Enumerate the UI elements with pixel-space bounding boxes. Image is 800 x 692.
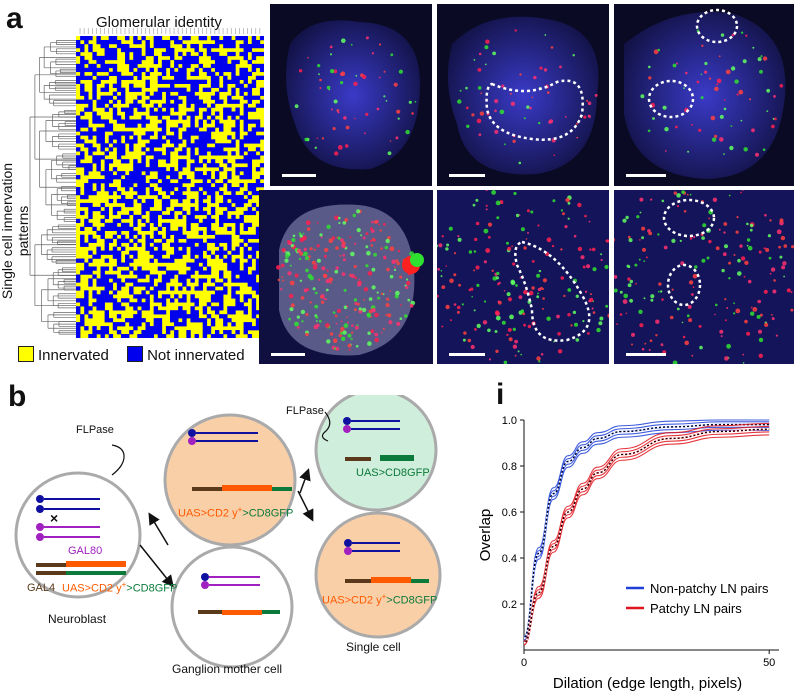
microscopy-image-3	[614, 4, 794, 186]
intermediate-cell	[163, 413, 297, 547]
outline-region	[514, 240, 591, 342]
microscopy-image-1	[270, 4, 432, 186]
y-tick-label: 0.2	[502, 599, 517, 611]
heatmap-y-title: Single cell innervation patterns	[0, 162, 31, 300]
innervation-heatmap	[76, 36, 264, 338]
green-single-cell	[314, 395, 438, 512]
x-tick-label: 0	[521, 657, 527, 669]
series-1-replicate-line	[523, 422, 770, 642]
y-axis-label: Overlap	[477, 509, 494, 562]
neuroblast-constructs	[36, 495, 126, 575]
heatmap-column-labels	[79, 28, 261, 34]
outline-region	[666, 263, 702, 307]
outline-region	[662, 198, 716, 238]
x-mark: ×	[50, 510, 59, 526]
y-tick-label: 0.8	[502, 461, 517, 473]
single-cell	[314, 511, 442, 639]
axes	[523, 420, 779, 651]
scale-bar	[449, 174, 485, 177]
series-1-mean-dash	[523, 428, 770, 644]
y-tick-label: 0.6	[502, 507, 517, 519]
y-tick-label: 1.0	[502, 415, 517, 427]
ganglion-mother-cell	[170, 545, 294, 669]
flpase-left-label: FLPase	[76, 424, 114, 436]
microscopy-image-2	[437, 4, 609, 186]
gmc-caption: Ganglion mother cell	[172, 662, 283, 676]
x-tick-label: 50	[763, 657, 775, 669]
gal80-label: GAL80	[68, 545, 103, 557]
series-0-mean-dash	[523, 424, 770, 639]
x-axis-label: Dilation (edge length, pixels)	[553, 675, 742, 692]
legend-innervated-swatch	[18, 346, 34, 362]
green-cell-label: UAS>CD8GFP	[356, 467, 430, 479]
intermediate-uas-label: UAS>CD2 y+>CD8GFP	[178, 505, 294, 520]
single-cell-constructs	[344, 539, 429, 583]
panel-a-label: a	[6, 2, 23, 35]
neuroblast-uas-label: UAS>CD2 y+>CD8GFP	[62, 580, 178, 595]
legend-label-0: Non-patchy LN pairs	[650, 581, 769, 596]
scale-bar	[282, 174, 316, 177]
microscopy-image-4	[259, 190, 433, 364]
panel-b-label: b	[8, 380, 27, 413]
scale-bar	[449, 353, 485, 356]
series-1-mean-line	[523, 428, 770, 644]
legend-innervated: Innervated	[18, 346, 109, 364]
legend-not-innervated: Not innervated	[127, 346, 245, 364]
outline-region	[647, 79, 695, 119]
microscopy-image-6	[614, 190, 794, 364]
series-0-mean-line	[523, 423, 770, 640]
gmc-constructs	[198, 573, 280, 615]
flpase-top-label: FLPase	[286, 405, 324, 417]
scale-bar	[271, 353, 305, 356]
single-cell-caption: Single cell	[346, 640, 401, 654]
dendrogram	[29, 40, 76, 335]
lineage-diagram	[14, 395, 442, 669]
scale-bar	[626, 353, 666, 356]
green-cell-constructs	[343, 417, 414, 461]
overlap-chart: 0.2 0.4 0.6 0.8 1.0 0 50 Overlap Dilation (edge …	[477, 415, 779, 692]
y-tick-label: 0.4	[502, 553, 517, 565]
neuroblast-caption: Neuroblast	[48, 612, 107, 626]
gal4-label: GAL4	[27, 582, 56, 594]
heatmap-legend: Innervated Not innervated	[18, 346, 245, 364]
legend-not-innervated-swatch	[127, 346, 144, 362]
neuroblast-cell	[14, 471, 142, 599]
outline-region	[485, 79, 584, 141]
intermediate-constructs	[188, 429, 292, 491]
heatmap-title: Glomerular identity	[96, 14, 222, 31]
scale-bar	[626, 174, 666, 177]
single-cell-uas-label: UAS>CD2 y+>CD8GFP	[322, 592, 438, 607]
outline-region	[695, 8, 739, 44]
panel-i-label: i	[496, 378, 505, 411]
legend-label-1: Patchy LN pairs	[650, 601, 742, 616]
series-0-replicate-line	[523, 419, 770, 638]
microscopy-image-5	[437, 190, 609, 364]
